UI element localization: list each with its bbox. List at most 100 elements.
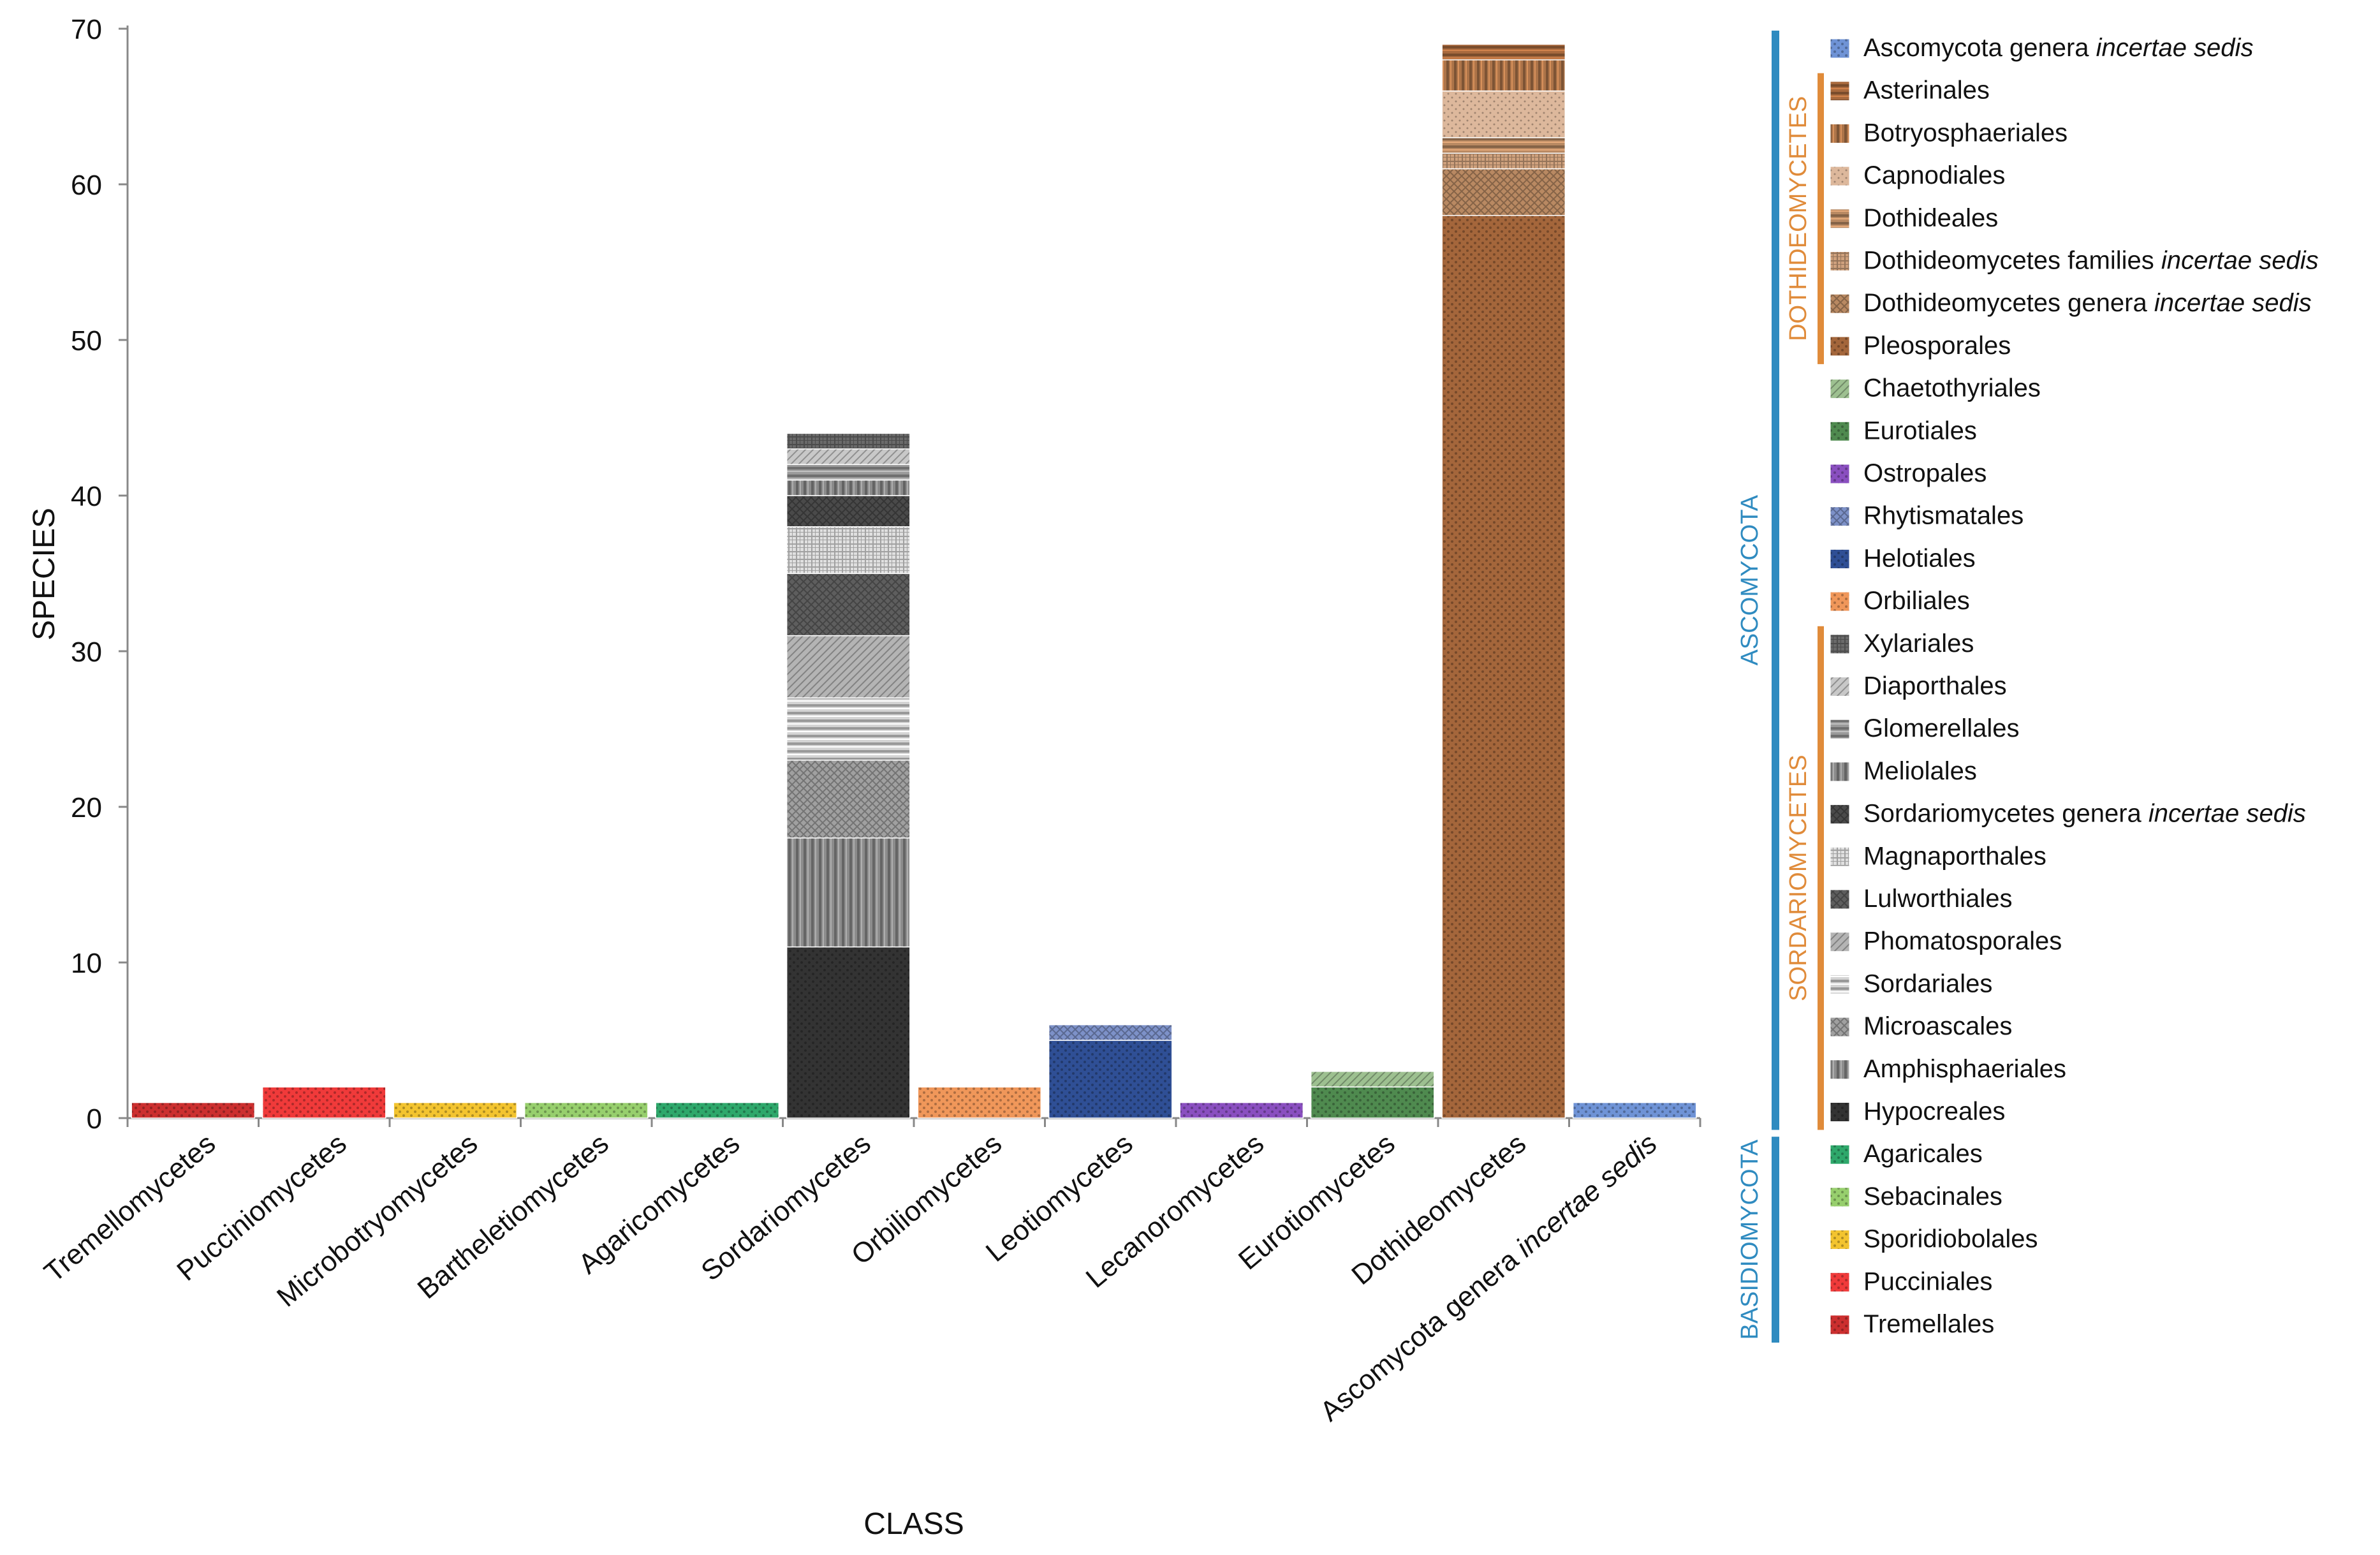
- legend-swatch: [1830, 634, 1850, 654]
- legend-swatch: [1830, 293, 1850, 314]
- bars: [131, 43, 1697, 1119]
- legend-item-lulworthiales: Lulworthiales: [1830, 885, 2012, 913]
- legend-label: Glomerellales: [1863, 714, 2020, 742]
- y-tick-label: 30: [71, 637, 102, 668]
- legend-label: Helotiales: [1863, 544, 1976, 572]
- legend-swatch: [1830, 804, 1850, 825]
- bar-segment-glomerellales: [786, 464, 911, 481]
- legend-swatch: [1830, 464, 1850, 484]
- bar-stack-microbotryomycetes: [393, 1102, 518, 1119]
- legend-swatch: [1830, 1017, 1850, 1037]
- legend-swatch: [1830, 591, 1850, 612]
- legend-label: Orbiliales: [1863, 587, 1970, 615]
- legend-swatch: [1830, 81, 1850, 101]
- bar-segment-rhytismatales: [1048, 1024, 1173, 1041]
- legend-item-rhytismatales: Rhytismatales: [1830, 502, 2024, 530]
- legend-item-chaetothyriales: Chaetothyriales: [1830, 374, 2041, 402]
- legend-item-hypocreales: Hypocreales: [1830, 1098, 2005, 1126]
- bar-segment-capnodiales: [1441, 90, 1566, 138]
- bar-segment-ascomycota-genera-incertae-sedis: [1572, 1102, 1697, 1119]
- legend-label: Eurotiales: [1863, 416, 1977, 445]
- bar-segment-lulworthiales: [786, 573, 911, 637]
- legend-swatch: [1830, 889, 1850, 910]
- legend-group-ascomycota: ASCOMYCOTA: [1737, 31, 1779, 1130]
- bar-segment-sporidiobolales: [393, 1102, 518, 1119]
- y-tick-label: 60: [71, 170, 102, 201]
- bar-segment-sordariales: [786, 697, 911, 761]
- legend-group-dothideomycetes: DOTHIDEOMYCETES: [1785, 73, 1824, 364]
- legend-label: Lulworthiales: [1863, 885, 2012, 913]
- bar-stack-dothideomycetes: [1441, 43, 1566, 1119]
- y-tick-label: 50: [71, 325, 102, 357]
- legend-item-helotiales: Helotiales: [1830, 544, 1976, 572]
- y-axis-title: SPECIES: [27, 508, 61, 640]
- bar-segment-dothideomycetes-genera-incertae-sedis: [1441, 168, 1566, 216]
- bar-stack-leotiomycetes: [1048, 1024, 1173, 1119]
- legend-group-brackets: ASCOMYCOTA BASIDIOMYCOTA DOTHIDEOMYCETES SO…: [1737, 31, 1824, 1343]
- bar-segment-xylariales: [786, 432, 911, 450]
- bar-segment-sebacinales: [524, 1102, 649, 1119]
- legend-label: Sordariomycetes genera incertae sedis: [1863, 800, 2306, 828]
- bar-stack-eurotiomycetes: [1310, 1071, 1435, 1119]
- legend-item-dothideomycetes-genera-incertae-sedis: Dothideomycetes genera incertae sedis: [1830, 289, 2312, 317]
- axes: 0 10 20 30 40 50 60 70: [71, 14, 1701, 1135]
- legend-item-ostropales: Ostropales: [1830, 459, 1987, 487]
- bar-segment-chaetothyriales: [1310, 1071, 1435, 1087]
- bar-stack-pucciniomycetes: [261, 1086, 386, 1119]
- legend-swatch: [1830, 1144, 1850, 1165]
- bar-segment-tremellales: [131, 1102, 256, 1119]
- legend-item-glomerellales: Glomerellales: [1830, 714, 2020, 742]
- legend-item-dothideales: Dothideales: [1830, 204, 1998, 232]
- group-label: SORDARIOMYCETES: [1785, 755, 1812, 1001]
- legend-group-sordariomycetes: SORDARIOMYCETES: [1785, 626, 1824, 1130]
- legend-swatch: [1830, 762, 1850, 782]
- y-tick-label: 70: [71, 14, 102, 45]
- bar-segment-meliolales: [786, 479, 911, 496]
- legend-item-magnaporthales: Magnaporthales: [1830, 842, 2046, 870]
- legend-label: Ascomycota genera incertae sedis: [1863, 34, 2253, 62]
- legend-item-capnodiales: Capnodiales: [1830, 161, 2005, 189]
- legend-item-ascomycota-genera-incertae-sedis: Ascomycota genera incertae sedis: [1830, 34, 2253, 62]
- legend-swatch: [1830, 719, 1850, 739]
- legend-item-xylariales: Xylariales: [1830, 630, 1974, 658]
- bar-segment-ostropales: [1179, 1102, 1304, 1119]
- group-bracket-bar: [1772, 31, 1779, 1130]
- y-tick-label: 0: [87, 1103, 102, 1135]
- bar-stack-sordariomycetes: [786, 432, 911, 1119]
- bar-segment-pleosporales: [1441, 215, 1566, 1119]
- group-bracket-bar: [1818, 73, 1824, 364]
- legend-label: Ostropales: [1863, 459, 1987, 487]
- legend-label: Sebacinales: [1863, 1183, 2002, 1211]
- group-label: DOTHIDEOMYCETES: [1785, 96, 1812, 341]
- legend-swatch: [1830, 123, 1850, 144]
- bar-segment-magnaporthales: [786, 526, 911, 574]
- bar-stack-lecanoromycetes: [1179, 1102, 1304, 1119]
- x-axis-title: CLASS: [863, 1507, 964, 1541]
- legend-swatch: [1830, 251, 1850, 271]
- legend-label: Capnodiales: [1863, 161, 2005, 189]
- legend-label: Agaricales: [1863, 1140, 1983, 1168]
- bar-segment-eurotiales: [1310, 1086, 1435, 1119]
- bar-segment-pucciniales: [261, 1086, 386, 1119]
- group-bracket-bar: [1772, 1137, 1779, 1343]
- legend-item-sporidiobolales: Sporidiobolales: [1830, 1225, 2038, 1253]
- bar-segment-dothideomycetes-families-incertae-sedis: [1441, 152, 1566, 170]
- legend-swatch: [1830, 1272, 1850, 1292]
- legend-label: Hypocreales: [1863, 1098, 2005, 1126]
- legend-label: Phomatosporales: [1863, 927, 2062, 955]
- legend-item-tremellales: Tremellales: [1830, 1310, 1994, 1338]
- bar-segment-amphisphaeriales: [786, 837, 911, 948]
- legend-item-sebacinales: Sebacinales: [1830, 1183, 2002, 1211]
- legend: Ascomycota genera incertae sedis Asterina…: [1830, 34, 2319, 1338]
- legend-item-microascales: Microascales: [1830, 1012, 2012, 1040]
- legend-item-sordariales: Sordariales: [1830, 969, 1992, 998]
- legend-label: Pleosporales: [1863, 332, 2011, 360]
- legend-item-asterinales: Asterinales: [1830, 77, 1990, 105]
- legend-label: Dothideomycetes genera incertae sedis: [1863, 289, 2312, 317]
- bar-segment-orbiliales: [917, 1086, 1042, 1119]
- legend-label: Microascales: [1863, 1012, 2012, 1040]
- legend-item-meliolales: Meliolales: [1830, 757, 1977, 785]
- legend-swatch: [1830, 421, 1850, 441]
- legend-item-pleosporales: Pleosporales: [1830, 332, 2011, 360]
